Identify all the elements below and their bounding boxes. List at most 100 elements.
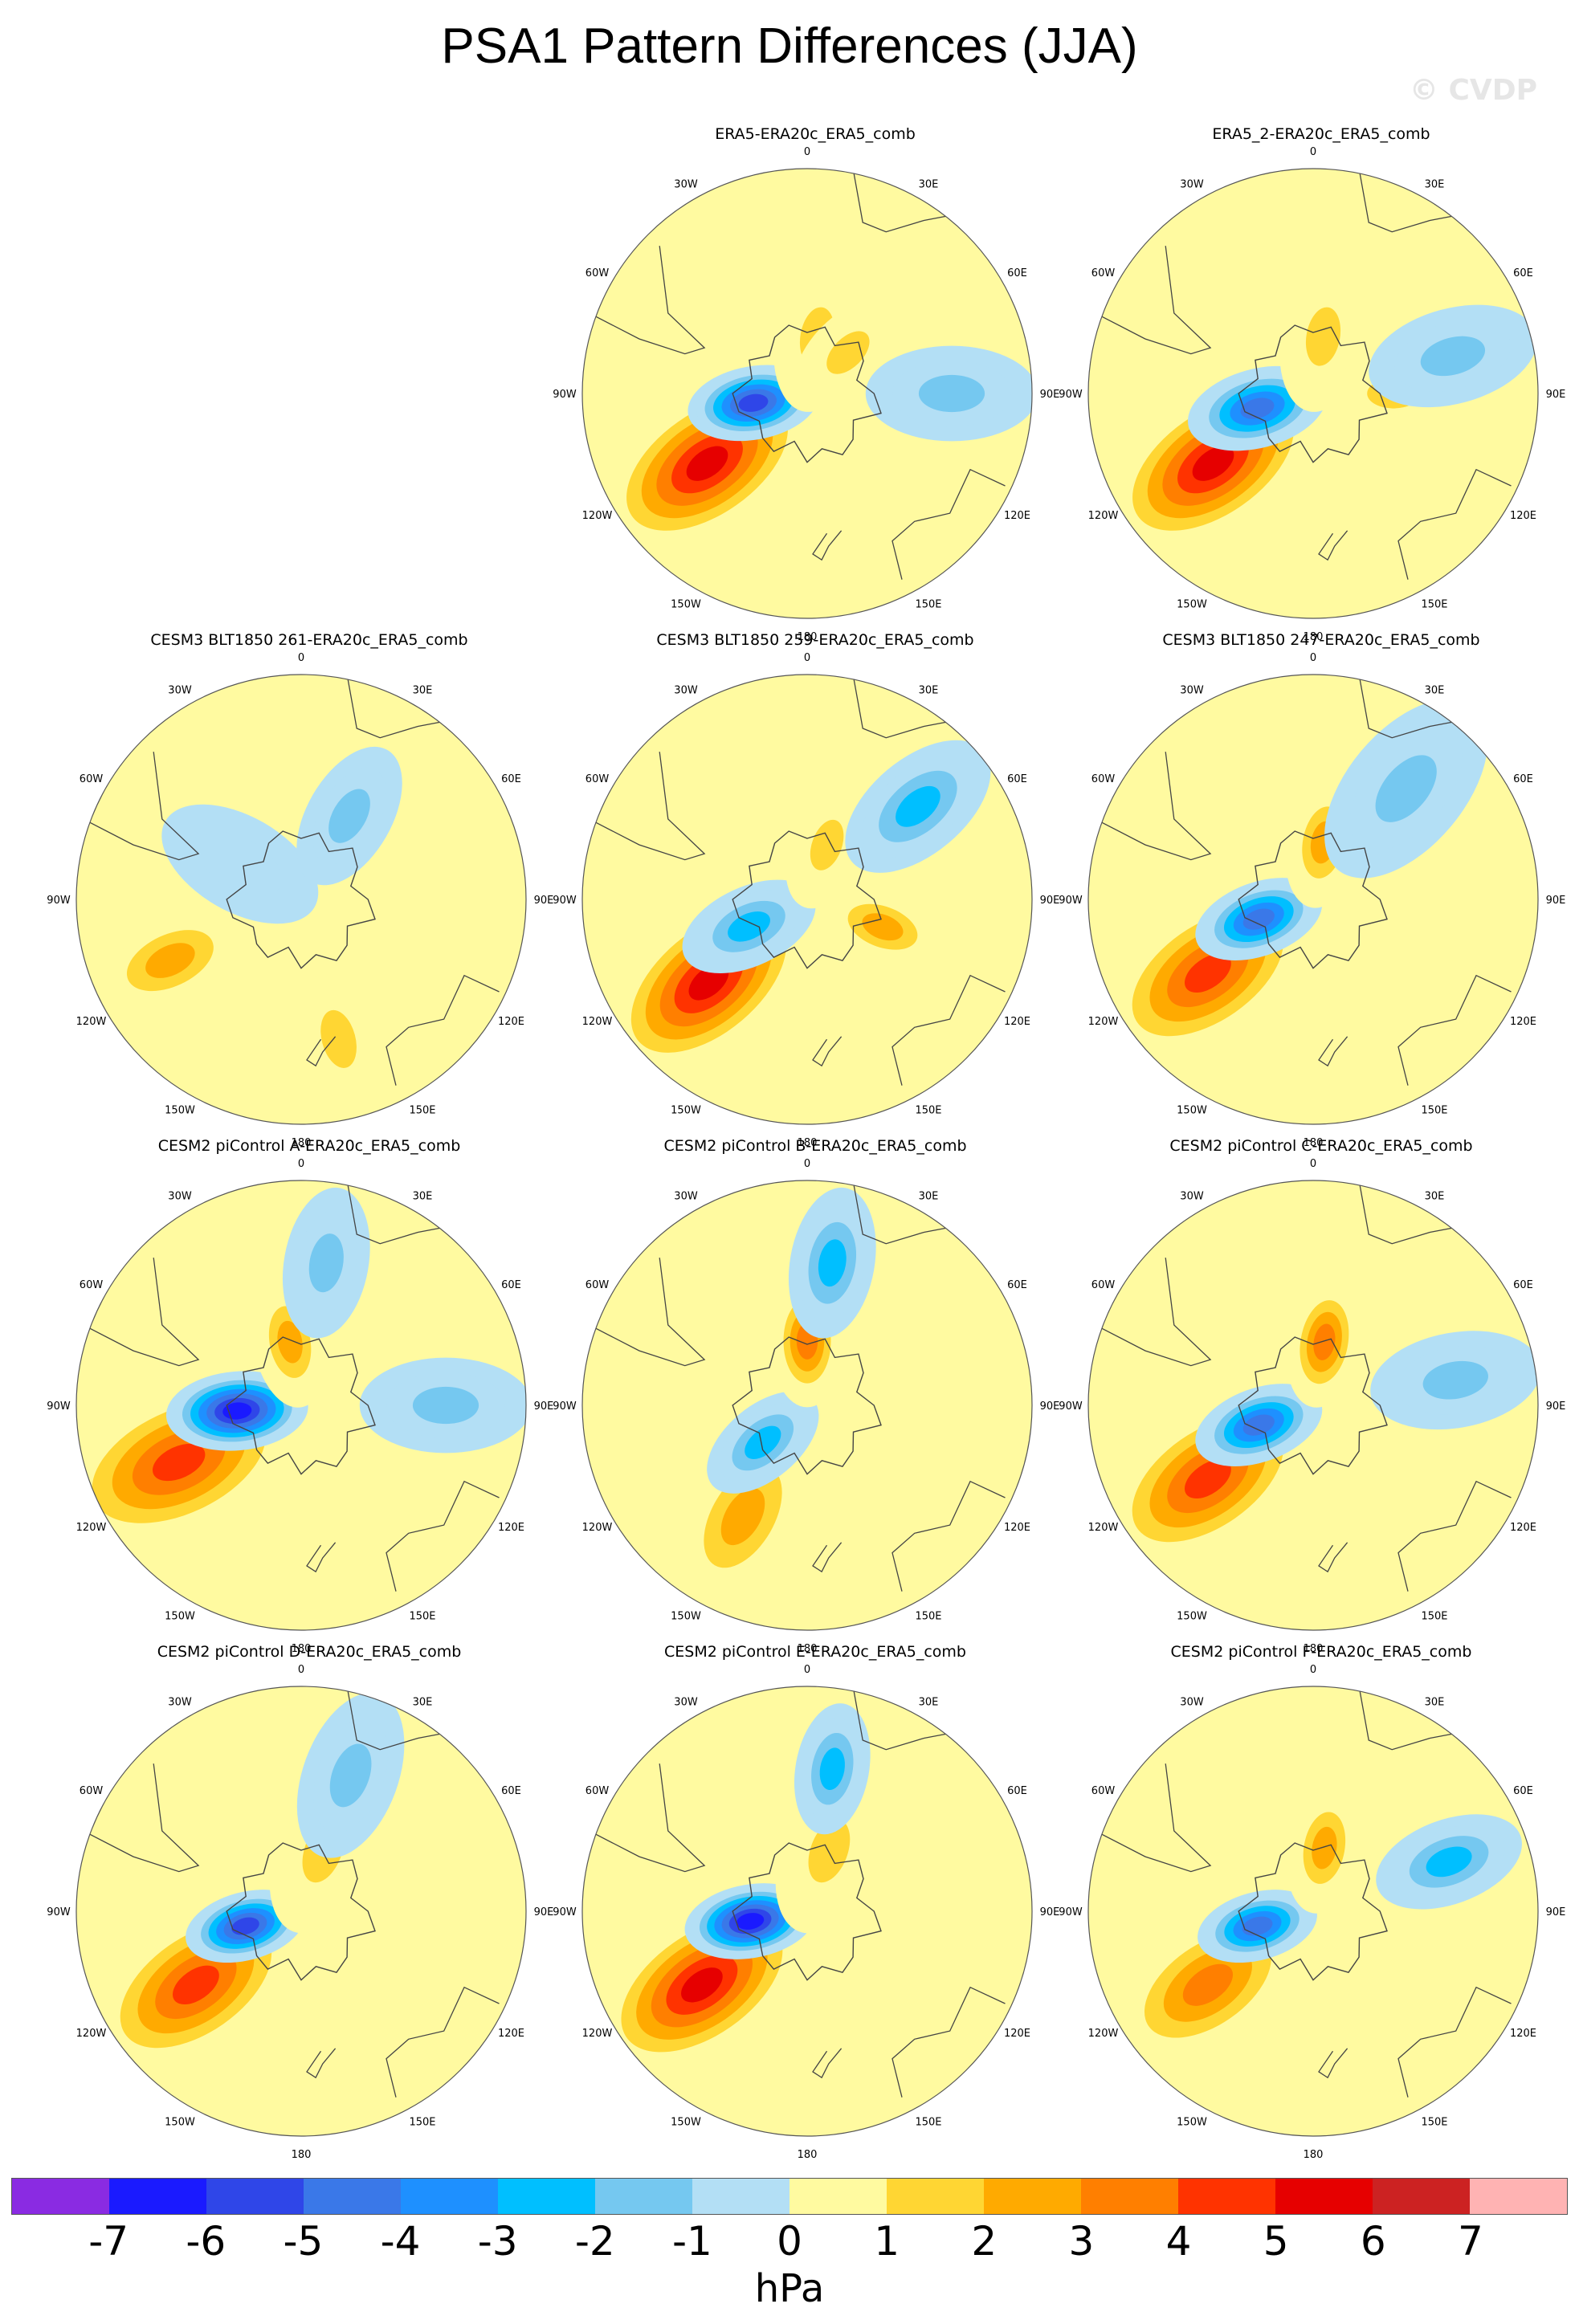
panel-title: ERA5-ERA20c_ERA5_comb [715, 125, 916, 143]
low-contour-level [736, 1913, 765, 1930]
longitude-label: 90E [534, 1906, 554, 1918]
longitude-label: 90E [1546, 389, 1566, 401]
longitude-label: 90E [534, 895, 554, 907]
antarctica-coastline [732, 830, 882, 969]
coastline [892, 1480, 1006, 1592]
high-contour-level [320, 1009, 357, 1068]
colorbar-tick-label: -7 [88, 2218, 129, 2265]
longitude-label: 120W [1088, 1522, 1119, 1534]
longitude-label: 0 [1310, 1158, 1316, 1170]
longitude-label: 120E [1004, 510, 1030, 522]
high-contour-level [681, 1967, 723, 2003]
map-border [581, 168, 1033, 619]
colorbar-tick-label: 3 [1068, 2218, 1095, 2265]
longitude-label: 60E [1007, 773, 1027, 785]
longitude-label: 90E [1546, 1906, 1566, 1918]
map-border [1087, 1180, 1539, 1631]
longitude-label: 120E [1510, 1016, 1536, 1028]
longitude-label: 60W [1091, 1279, 1116, 1291]
longitude-label: 180 [798, 631, 818, 643]
colorbar-segment [1470, 2179, 1567, 2214]
longitude-label: 90E [534, 1401, 554, 1413]
longitude-label: 180 [1304, 1137, 1324, 1149]
coastline [595, 1258, 706, 1367]
longitude-label: 180 [1304, 2149, 1324, 2161]
high-contour-level [1305, 307, 1341, 366]
map-border [75, 1686, 527, 2137]
antarctica-coastline [732, 324, 882, 463]
coastline [1101, 1763, 1212, 1873]
antarctica-coastline [732, 1336, 882, 1475]
colorbar-tick-label: 1 [874, 2218, 900, 2265]
longitude-label: 60W [1091, 267, 1116, 279]
colorbar-segment [984, 2179, 1081, 2214]
longitude-label: 150W [671, 599, 701, 611]
longitude-label: 60W [585, 1785, 610, 1797]
colorbar-tick-label: 5 [1263, 2218, 1289, 2265]
longitude-label: 90E [1040, 389, 1060, 401]
longitude-label: 60E [501, 773, 521, 785]
longitude-label: 90W [47, 1906, 71, 1918]
low-contour-level [1420, 336, 1486, 377]
map-panel: CESM3 BLT1850 259-ERA20c_ERA5_comb 0 30E 60… [553, 631, 1064, 1156]
longitude-label: 120W [582, 1016, 613, 1028]
panel-title: CESM2 piControl C-ERA20c_ERA5_comb [1169, 1137, 1473, 1155]
longitude-label: 150E [409, 1105, 435, 1117]
longitude-label: 150E [1421, 1611, 1447, 1623]
map-panel: CESM2 piControl A-ERA20c_ERA5_comb 0 30E 60… [47, 1137, 558, 1662]
low-contour-level [738, 393, 769, 412]
colorbar-segment [109, 2179, 206, 2214]
longitude-label: 150W [1177, 599, 1207, 611]
map-panel: CESM3 BLT1850 247-ERA20c_ERA5_comb 0 30E 60… [1059, 631, 1570, 1156]
high-contour-level [1184, 1459, 1231, 1499]
colorbar-tick-label: 4 [1165, 2218, 1192, 2265]
longitude-label: 60W [80, 1279, 104, 1291]
longitude-label: 120E [498, 1016, 524, 1028]
longitude-label: 90E [1040, 895, 1060, 907]
coastline [853, 173, 946, 233]
longitude-label: 180 [1304, 1643, 1324, 1655]
panel-title: CESM2 piControl F-ERA20c_ERA5_comb [1170, 1643, 1472, 1661]
longitude-label: 0 [298, 652, 304, 664]
coastline [812, 1036, 843, 1067]
colorbar-segment [1178, 2179, 1275, 2214]
polar-map: 0 30E 60E 90E 120E 150E 180 150W 120W 90W 60W 30W [47, 652, 554, 1149]
high-contour-level [1184, 953, 1231, 993]
longitude-label: 120W [1088, 2028, 1119, 2040]
panel-title: CESM3 BLT1850 259-ERA20c_ERA5_comb [656, 631, 974, 649]
longitude-label: 150W [1177, 1611, 1207, 1623]
longitude-label: 90W [1059, 1906, 1083, 1918]
low-contour-level [1242, 1916, 1273, 1936]
polar-map: 0 30E 60E 90E 120E 150E 180 150W 120W 90W 60W 30W [1059, 1158, 1565, 1655]
colorbar-segment [790, 2179, 887, 2214]
low-contour-level [329, 1743, 372, 1808]
longitude-label: 90W [47, 1401, 71, 1413]
longitude-label: 150E [915, 2117, 941, 2129]
coastline [306, 1542, 337, 1573]
longitude-label: 120E [498, 1522, 524, 1534]
colorbar-tick-label: -2 [574, 2218, 615, 2265]
longitude-label: 150W [165, 1611, 195, 1623]
longitude-label: 90E [1546, 895, 1566, 907]
coastline [386, 1986, 500, 2098]
high-contour-level [1182, 1963, 1234, 2006]
map-panel: ERA5-ERA20c_ERA5_comb 0 30E 60E 90E 120E 150E 1… [553, 125, 1064, 650]
longitude-label: 0 [1310, 146, 1316, 158]
low-contour-level [1426, 1846, 1472, 1878]
colorbar-tick-label: 6 [1360, 2218, 1386, 2265]
coastline [853, 1690, 946, 1751]
longitude-label: 60E [1513, 267, 1533, 279]
coastline [595, 1763, 706, 1873]
low-contour-level [1422, 1360, 1488, 1400]
low-contour-level [818, 1239, 847, 1287]
longitude-label: 150E [409, 2117, 435, 2129]
coastline [1359, 679, 1452, 739]
longitude-label: 60E [1007, 1279, 1027, 1291]
longitude-label: 150W [165, 2117, 195, 2129]
polar-map: 0 30E 60E 90E 120E 150E 180 150W 120W 90W 60W 30W [47, 1664, 554, 2161]
coastline [892, 1986, 1006, 2098]
low-contour-level [1242, 908, 1275, 930]
colorbar-segment [498, 2179, 595, 2214]
longitude-label: 120W [582, 1522, 613, 1534]
low-contour-level [328, 789, 370, 843]
